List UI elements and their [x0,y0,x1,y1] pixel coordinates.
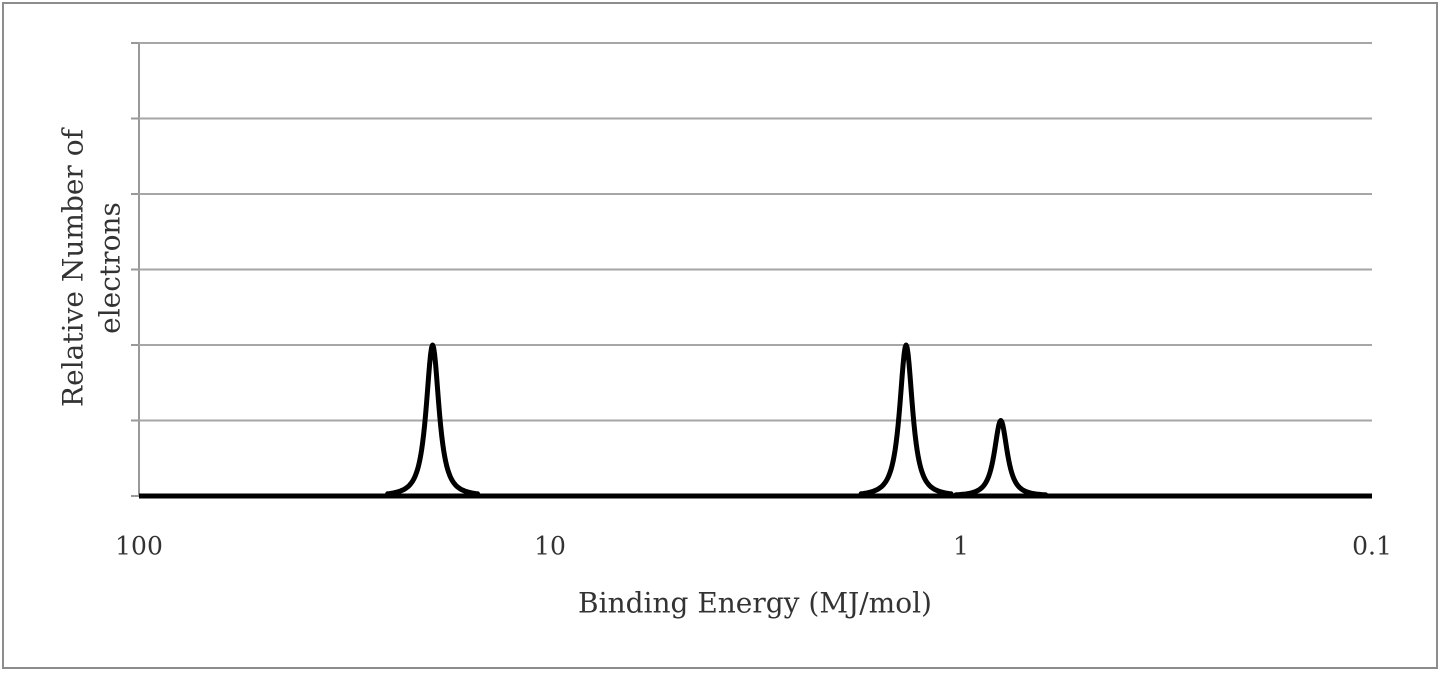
x-tick-label: 100 [115,532,163,561]
y-axis-label-line: Relative Number of [57,126,90,407]
x-axis-label: Binding Energy (MJ/mol) [578,587,932,620]
peak [385,342,481,497]
y-axis-label-line: electrons [94,202,127,334]
peak [953,418,1049,498]
x-tick-label: 0.1 [1352,532,1392,561]
x-tick-label: 10 [534,532,566,561]
y-axis-label: Relative Number of electrons [57,126,127,407]
x-tick-label: 1 [953,532,969,561]
peak [858,342,954,497]
